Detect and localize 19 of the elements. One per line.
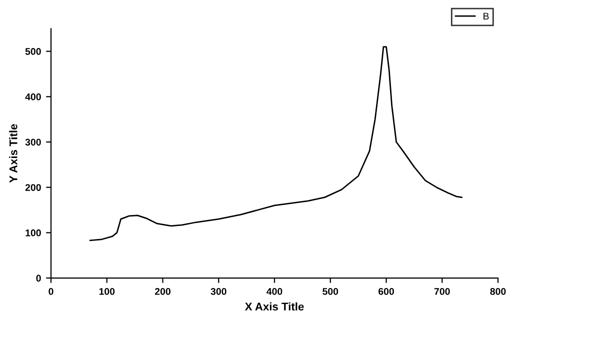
y-tick-label: 400 [25, 93, 41, 100]
x-tick-label: 200 [154, 288, 170, 295]
y-tick-label: 0 [36, 274, 41, 282]
x-tick-label: 300 [210, 288, 226, 295]
x-tick-label: 700 [434, 288, 450, 295]
x-tick-label: 500 [322, 288, 338, 295]
y-tick-label: 300 [25, 138, 41, 146]
line-series [89, 46, 462, 242]
x-tick-label: 400 [266, 288, 282, 295]
y-tick-label: 200 [25, 184, 41, 191]
x-axis-title: X Axis Title [244, 302, 304, 311]
x-tick-label: 600 [378, 288, 394, 295]
legend-label: B [484, 12, 489, 20]
x-tick-label: 0 [48, 288, 54, 295]
x-tick-label: 800 [490, 288, 506, 295]
y-tick-label: 500 [25, 48, 41, 55]
y-tick-label: 100 [26, 229, 41, 236]
y-axis-title: Y Axis Title [9, 124, 18, 183]
x-tick-label: 100 [99, 288, 115, 295]
